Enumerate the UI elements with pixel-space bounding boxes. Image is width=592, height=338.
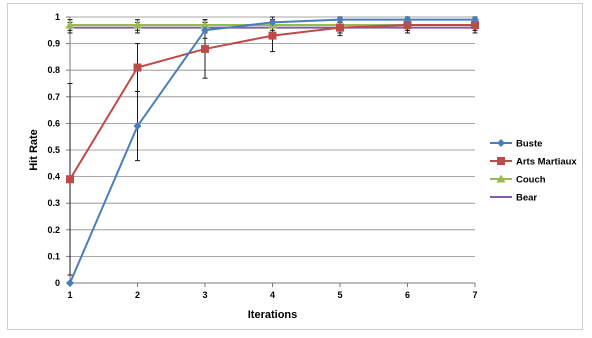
- chart-frame: [7, 3, 583, 330]
- legend-marker-arts-martiaux: [497, 157, 505, 165]
- legend: Buste Arts Martiaux Couch Bear: [490, 139, 577, 204]
- y-tick-label: 0.2: [47, 225, 60, 235]
- legend-label-buste: Buste: [516, 139, 542, 150]
- data-point-arts-martiaux: [403, 20, 412, 29]
- x-tick-label: 1: [67, 290, 72, 300]
- x-tick-label: 3: [202, 290, 207, 300]
- data-point-arts-martiaux: [336, 23, 344, 32]
- data-point-couch: [65, 20, 75, 29]
- x-axis-title: Iterations: [248, 309, 298, 321]
- data-point-arts-martiaux: [471, 20, 479, 29]
- data-point-buste: [201, 26, 209, 35]
- y-tick-label: 0.4: [47, 172, 60, 182]
- y-tick-label: 0.6: [47, 118, 60, 128]
- x-tick-label: 2: [135, 290, 140, 300]
- data-point-buste: [471, 15, 479, 24]
- y-tick-label: 0.5: [47, 145, 60, 155]
- data-point-buste: [133, 122, 142, 131]
- legend-label-bear: Bear: [516, 193, 537, 204]
- y-tick-label: 0.3: [47, 198, 60, 208]
- y-tick-label: 0.8: [47, 65, 60, 75]
- y-tick-label: 0.7: [47, 92, 60, 102]
- data-point-couch: [200, 20, 210, 29]
- gridlines: [70, 16, 475, 257]
- x-tick-label: 6: [405, 290, 410, 300]
- x-tick-label: 4: [270, 290, 275, 300]
- series-lines: [65, 15, 480, 287]
- series-line-buste: [69, 18, 475, 284]
- y-tick-label: 1: [55, 12, 60, 22]
- data-point-buste: [66, 279, 74, 287]
- data-point-buste: [268, 18, 277, 27]
- x-tick-label: 7: [472, 290, 477, 300]
- data-point-buste: [336, 15, 344, 24]
- data-point-couch: [133, 20, 142, 29]
- y-tick-label: 0.9: [47, 39, 60, 49]
- legend-marker-buste: [497, 139, 505, 147]
- x-tick-label: 5: [337, 290, 342, 300]
- legend-label-couch: Couch: [516, 175, 546, 186]
- y-tick-label: 0: [55, 278, 60, 288]
- data-point-arts-martiaux: [201, 44, 209, 53]
- data-point-arts-martiaux: [66, 175, 74, 184]
- legend-marker-couch: [496, 174, 506, 183]
- y-axis-title: Hit Rate: [28, 129, 40, 171]
- data-point-buste: [403, 15, 412, 24]
- data-point-arts-martiaux: [268, 31, 277, 40]
- y-tick-label: 0.1: [47, 251, 60, 261]
- legend-label-arts-martiaux: Arts Martiaux: [516, 157, 577, 168]
- data-point-arts-martiaux: [133, 63, 142, 72]
- tick-labels: 0 0.1 0.2 0.3 0.4 0.5 0.6 0.7 0.8 0.9 1 1 2 3 4 5 6 7: [47, 12, 477, 300]
